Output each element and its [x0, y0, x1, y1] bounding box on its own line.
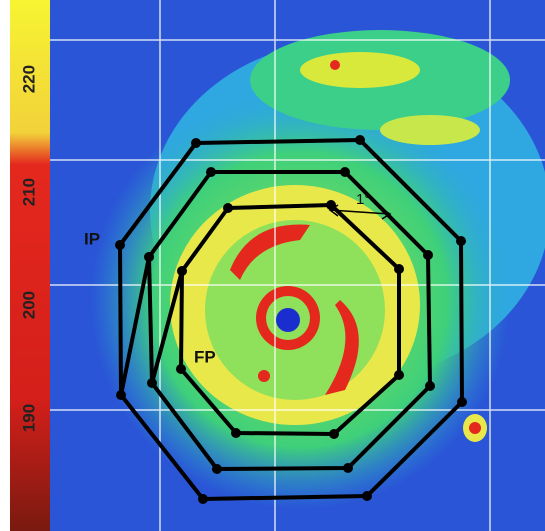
fp-label: FP	[194, 347, 216, 366]
figure: 190 200 210 220 IP FP 1°	[0, 0, 545, 531]
scale-label: 1°	[356, 191, 370, 208]
colorbar-tick-label: 220	[19, 65, 38, 93]
colorbar-tick-label: 190	[19, 404, 38, 432]
ip-label: IP	[84, 229, 100, 248]
colorbar-tick-label: 210	[19, 178, 38, 206]
colorbar-tick-label: 200	[19, 291, 38, 319]
satellite-image	[50, 0, 545, 531]
